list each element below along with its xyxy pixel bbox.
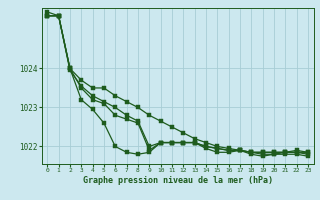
X-axis label: Graphe pression niveau de la mer (hPa): Graphe pression niveau de la mer (hPa) (83, 176, 273, 185)
